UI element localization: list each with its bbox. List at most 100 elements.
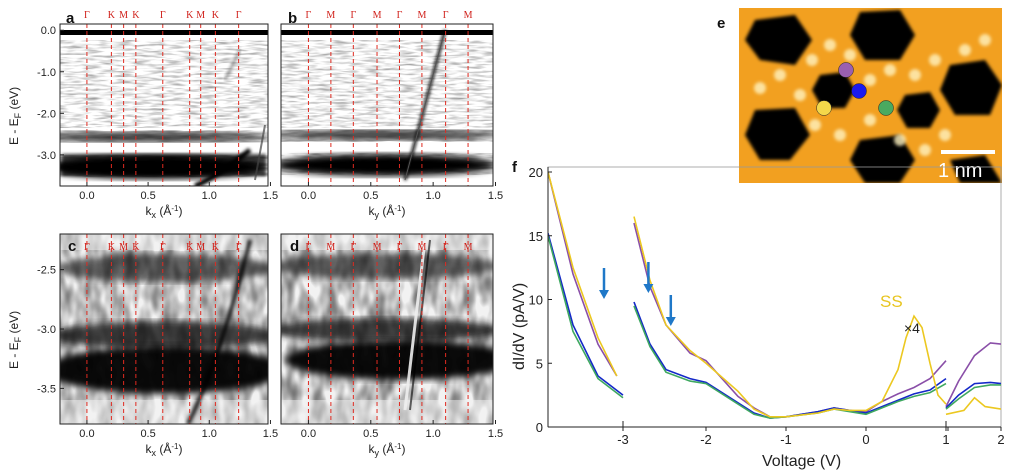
panel-label-a: a: [66, 10, 75, 27]
y-tick-label: 20: [529, 165, 543, 180]
x-tick-label: 0.5: [140, 428, 155, 440]
x-tick-label: 0.5: [363, 428, 378, 440]
hs-symbol: Γ: [443, 10, 449, 21]
panel-e: e: [717, 8, 1002, 183]
x-axis-label: kx (Å-1): [146, 203, 183, 220]
arrow-head: [599, 290, 609, 299]
marker-purple: [838, 62, 854, 78]
hs-symbol: K: [108, 10, 116, 21]
hs-symbol: Γ: [443, 242, 449, 253]
curve-x4-yellow: [945, 396, 1001, 416]
y-axis-label: E - EF (eV): [7, 87, 23, 145]
panel-b: Γ M Γ M Γ M Γ M 0.0 0.5 1.0 1.5 ky (Å-1) b: [280, 10, 503, 220]
hs-symbol: Γ: [84, 10, 90, 21]
scalebar: [941, 150, 995, 154]
curve-x4-green: [945, 384, 1001, 410]
x-tick-label: -2: [700, 432, 712, 447]
hs-symbol: Γ: [350, 242, 356, 253]
y-tick-label: -2.5: [37, 265, 56, 277]
panel-b-image: [281, 24, 493, 186]
panel-c-image: [60, 234, 268, 424]
y-tick-label: 10: [529, 293, 543, 308]
hs-symbol: Γ: [236, 10, 242, 21]
panel-a: Γ K M K Γ K M K Γ0.0 0.5 1.0 1.5kx (Å-1)0.0-1.0-2.0…: [7, 10, 278, 220]
scalebar-label: 1 nm: [938, 160, 982, 182]
x-tick-label: -3: [617, 432, 629, 447]
x-tick-label: 0.0: [301, 428, 316, 440]
x-tick-label: 2: [997, 432, 1004, 447]
hs-symbol: M: [119, 10, 128, 21]
hs-symbol: K: [108, 242, 116, 253]
hs-symbol: K: [212, 10, 220, 21]
arrow-head: [665, 317, 676, 326]
panel-a-image: [60, 24, 268, 186]
panel-label-d: d: [290, 238, 299, 255]
panel-label-c: c: [68, 238, 76, 255]
x-tick-label: 1.5: [488, 428, 503, 440]
x-tick-label: 0.5: [363, 190, 378, 202]
x4-label: ×4: [904, 320, 920, 336]
panel-d: Γ M Γ M Γ M Γ M 0.0 0.5 1.0 1.5 ky (Å-1) d: [280, 233, 503, 458]
y-tick-label: 0.0: [41, 25, 56, 37]
x-tick-label: 0: [862, 432, 869, 447]
panel-c: Γ K M K Γ K M K Γ0.0 0.5 1.0 1.5kx (Å-1)-2.5-3.0-3.…: [7, 233, 278, 458]
hs-symbol: M: [196, 10, 205, 21]
marker-blue: [851, 83, 867, 99]
curve-green-low: [548, 235, 624, 399]
hs-symbol: K: [186, 242, 194, 253]
hs-symbol: M: [417, 10, 426, 21]
y-tick-label: -3.5: [37, 383, 56, 395]
panel-d-image: [281, 234, 493, 424]
stm-image: 1 nm: [739, 8, 1002, 183]
x-axis-label: ky (Å-1): [369, 203, 406, 220]
y-tick-label: -3.0: [37, 150, 56, 162]
x-tick-label: 0.0: [301, 190, 316, 202]
hs-symbol: M: [464, 10, 473, 21]
x-tick-label: 1.5: [263, 190, 278, 202]
y-tick-label: 15: [529, 229, 543, 244]
x-tick-label: 1.5: [488, 190, 503, 202]
x-axis-label: ky (Å-1): [369, 441, 406, 458]
hs-symbol: K: [212, 242, 220, 253]
hs-symbol: K: [132, 242, 140, 253]
x-axis-label: kx (Å-1): [146, 441, 183, 458]
hs-symbol: M: [196, 242, 205, 253]
panel-label-f: f: [512, 159, 518, 176]
hs-symbol: M: [326, 10, 335, 21]
ss-label: SS: [880, 292, 903, 311]
hs-symbol: M: [326, 242, 335, 253]
hs-symbol: M: [373, 242, 382, 253]
curve-x4-blue: [945, 381, 1001, 409]
y-tick-label: -1.0: [37, 67, 56, 79]
hs-symbol: M: [373, 10, 382, 21]
arrow-head: [643, 284, 654, 293]
marker-yellow: [816, 100, 832, 116]
hs-symbol: M: [464, 242, 473, 253]
hs-symbol: Γ: [397, 242, 403, 253]
y-tick-label: 5: [536, 356, 543, 371]
x-tick-label: 1.0: [425, 428, 440, 440]
hs-symbol: Γ: [306, 10, 312, 21]
curve-yellow-low: [548, 171, 618, 377]
marker-green: [878, 100, 894, 116]
x-tick-label: 0.0: [79, 428, 94, 440]
x-tick-label: -1: [780, 432, 792, 447]
panel-label-e: e: [717, 15, 725, 32]
f-xlabel: Voltage (V): [762, 453, 841, 470]
x-tick-label: 1: [942, 432, 949, 447]
f-ylabel: dI/dV (pA/V): [511, 283, 528, 370]
hs-symbol: Γ: [236, 242, 242, 253]
curve-purple-low: [548, 171, 618, 377]
hs-symbol: K: [186, 10, 194, 21]
hs-symbol: Γ: [350, 10, 356, 21]
x-tick-label: 1.5: [263, 428, 278, 440]
x-tick-label: 1.0: [202, 190, 217, 202]
y-axis-label: E - EF (eV): [7, 311, 23, 369]
curve-purple: [633, 222, 947, 418]
x-tick-label: 0.0: [79, 190, 94, 202]
y-tick-label: -3.0: [37, 324, 56, 336]
curve-x4-purple: [945, 342, 1001, 407]
hs-symbol: M: [417, 242, 426, 253]
